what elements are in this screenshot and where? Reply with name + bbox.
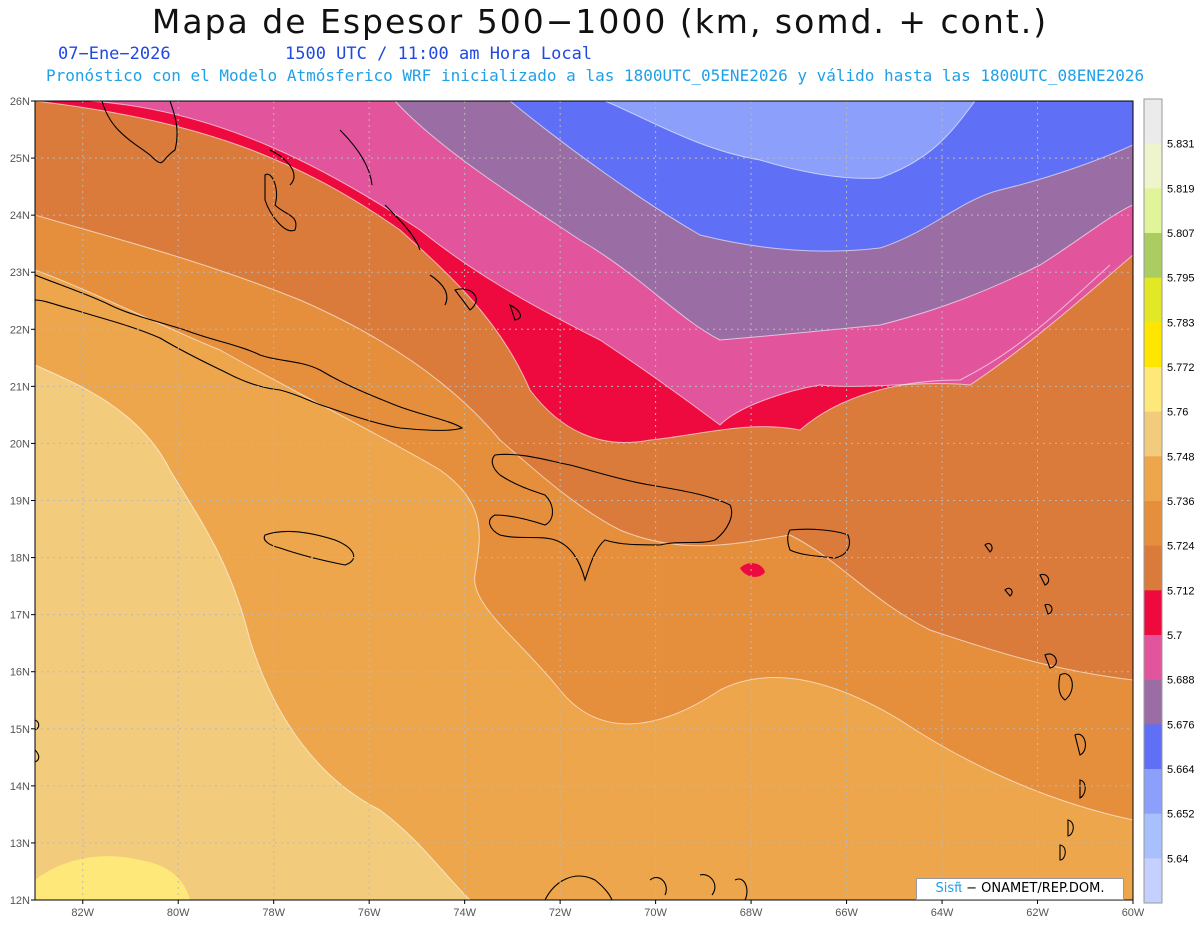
colorbar-label: 5.831 [1167,139,1195,151]
colorbar-swatch [1144,143,1162,189]
coast-jamaica [263,530,355,566]
coast-bahamas-inagua [454,288,521,321]
latitude-labels: 26N 25N 24N 23N 22N 21N 20N 19N 18N 17N 16N 15N 14N 1… [10,96,35,907]
colorbar-label: 5.676 [1167,719,1195,731]
lat-label: 22N [10,324,30,336]
lat-label: 16N [10,667,30,679]
lat-label: 17N [10,610,30,622]
field-blue [510,101,1133,252]
colorbar-frame [1143,98,1163,904]
colorbar-label: 5.783 [1167,317,1195,329]
colorbar-label: 5.664 [1167,764,1195,776]
lon-label: 80W [167,907,190,919]
lon-label: 64W [931,907,954,919]
colorbar-swatch [1144,769,1162,815]
colorbar-label: 5.724 [1167,541,1195,553]
lat-label: 12N [10,895,30,907]
map-title: Mapa de Espesor 500−1000 (km, somd. + co… [151,2,1049,41]
colorbar-label: 5.736 [1167,496,1195,508]
lat-label: 14N [10,781,30,793]
coast-bahamas-andros [264,173,297,232]
colorbar-swatch [1144,99,1162,145]
credit-box: Sisπ̃ − ONAMET/REP.DOM. [916,878,1124,900]
colorbar-swatch [1144,724,1162,770]
colorbar-label: 5.76 [1167,407,1188,419]
lat-label: 24N [10,210,30,222]
lon-label: 78W [262,907,285,919]
lat-label: 26N [10,96,30,108]
colorbar-swatch [1144,411,1162,457]
graticule [35,101,1133,900]
coast-florida [101,101,178,164]
coast-cuba [35,274,464,431]
colorbar-swatch [1144,813,1162,859]
colorbar-swatch [1144,367,1162,413]
colorbar-label: 5.712 [1167,585,1195,597]
colorbar-swatch [1144,322,1162,368]
colorbar-label: 5.7 [1167,630,1182,642]
colorbar-swatch [1144,188,1162,234]
coast-lesser-antilles [984,542,1086,861]
coast-bahamas-abaco [269,149,295,186]
coast-south-america [544,874,748,900]
longitude-labels: 82W 80W 78W 76W 74W 72W 70W 68W 66W 64W 62W 60W [71,900,1145,919]
model-description: Pronóstico con el Modelo Atmósferico WRF… [46,66,1145,85]
colorbar-swatch [1144,277,1162,323]
coast-hispaniola [489,453,733,582]
lat-label: 25N [10,153,30,165]
colorbar-swatch [1144,590,1162,636]
colorbar-swatch [1144,545,1162,591]
colorbar: 5.831 5.819 5.807 5.795 5.783 5.772 5.76 5.748 5… [1143,98,1195,904]
lat-label: 20N [10,438,30,450]
colorbar-label: 5.795 [1167,273,1195,285]
colorbar-label: 5.688 [1167,675,1195,687]
colorbar-label: 5.748 [1167,451,1195,463]
contour-lines [35,101,1133,900]
field-yellow-spot [740,563,765,577]
lat-label: 18N [10,553,30,565]
lon-label: 70W [644,907,667,919]
coast-central-america [35,719,40,763]
valid-time: 1500 UTC / 11:00 am Hora Local [285,44,593,64]
lat-label: 13N [10,838,30,850]
lon-label: 68W [740,907,763,919]
lon-label: 60W [1122,907,1145,919]
colorbar-label: 5.652 [1167,809,1195,821]
colorbar-swatch [1144,233,1162,279]
lat-label: 23N [10,267,30,279]
lat-label: 21N [10,381,30,393]
colorbar-label: 5.807 [1167,228,1195,240]
coast-bahamas-exuma [384,204,448,306]
credit-brand: Sisπ̃ [935,881,962,896]
credit-text: − ONAMET/REP.DOM. [961,881,1105,896]
colorbar-label: 5.772 [1167,362,1195,374]
colorbar-swatch [1144,456,1162,502]
colorbar-swatch [1144,501,1162,547]
lat-label: 19N [10,496,30,508]
lat-label: 15N [10,724,30,736]
lon-label: 72W [549,907,572,919]
lon-label: 62W [1026,907,1049,919]
colorbar-label: 5.64 [1167,853,1188,865]
colorbar-swatch [1144,679,1162,725]
field-yellow-patch [35,856,190,900]
valid-date: 07−Ene−2026 [58,44,171,64]
lon-label: 66W [835,907,858,919]
colorbar-swatch [1144,635,1162,681]
lon-label: 82W [71,907,94,919]
coast-bahamas-eleuthera [339,129,373,186]
field-lightblue [605,101,975,179]
colorbar-swatch [1144,858,1162,904]
coastlines [35,101,1086,900]
lon-label: 76W [358,907,381,919]
lon-label: 74W [453,907,476,919]
colorbar-label: 5.819 [1167,183,1195,195]
